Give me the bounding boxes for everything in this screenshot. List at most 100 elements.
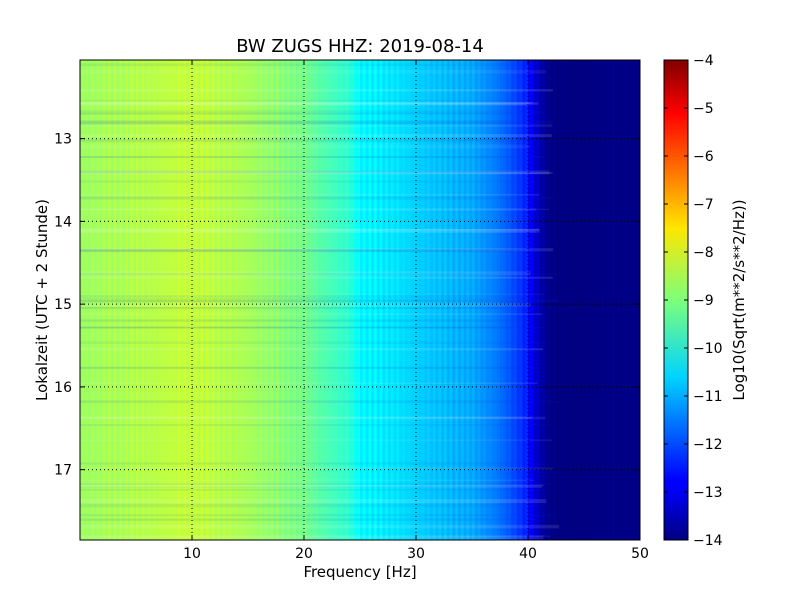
- spectrum-band: [217, 60, 221, 540]
- spectrum-band: [248, 60, 252, 540]
- spectrum-band: [379, 60, 383, 540]
- time-streak: [80, 247, 554, 252]
- spectrum-band: [108, 60, 112, 540]
- time-streak: [80, 156, 546, 158]
- spectrum-band: [581, 60, 585, 540]
- time-streak: [80, 172, 551, 175]
- x-tick-label: 30: [407, 546, 425, 562]
- spectrum-band: [444, 60, 448, 540]
- spectrum-band: [390, 60, 395, 540]
- spectrum-band: [96, 60, 101, 540]
- spectrum-band: [435, 60, 439, 540]
- spectrum-band: [609, 60, 613, 540]
- time-streak: [80, 196, 555, 200]
- spectrum-band: [592, 60, 596, 540]
- spectrum-band: [424, 60, 428, 540]
- spectrum-band: [175, 60, 179, 540]
- spectrum-band: [385, 60, 389, 540]
- spectrum-band: [152, 60, 157, 540]
- spectrum-band: [494, 60, 498, 540]
- spectrum-band: [598, 60, 602, 540]
- spectrum-band: [306, 60, 311, 540]
- time-streak: [80, 70, 546, 74]
- spectrum-band: [80, 60, 84, 540]
- spectrum-band: [278, 60, 283, 540]
- spectrogram-plot: [80, 60, 640, 540]
- spectrum-band: [259, 60, 263, 540]
- spectrum-band: [472, 60, 476, 540]
- time-streak: [80, 228, 540, 233]
- colorbar-tick-label: −13: [693, 485, 723, 501]
- spectrum-band: [634, 60, 638, 540]
- spectrum-band: [603, 60, 607, 540]
- time-streak: [80, 170, 550, 175]
- time-streak: [80, 101, 533, 104]
- grid-lines: [80, 60, 640, 540]
- time-streak: [80, 110, 542, 112]
- spectrum-band: [572, 60, 577, 540]
- time-streak: [80, 120, 555, 124]
- time-streak: [80, 208, 549, 210]
- spectrum-band: [567, 60, 571, 540]
- spectrum-band: [127, 60, 131, 540]
- spectrum-band: [438, 60, 442, 540]
- colorbar-tick-label: −6: [693, 149, 714, 165]
- colorbar-tick-label: −4: [693, 53, 714, 69]
- spectrum-band: [281, 60, 285, 540]
- spectrum-band: [161, 60, 165, 540]
- spectrum-band: [211, 60, 215, 540]
- time-streak: [80, 319, 530, 322]
- spectrum-band: [497, 60, 501, 540]
- time-streak: [80, 295, 547, 297]
- time-streak: [80, 170, 556, 172]
- time-streak: [80, 171, 553, 174]
- spectrum-band: [186, 60, 190, 540]
- spectrum-band: [553, 60, 557, 540]
- spectrum-band: [225, 60, 229, 540]
- time-streak: [80, 535, 551, 537]
- spectrum-band: [301, 60, 305, 540]
- spectrum-band: [267, 60, 271, 540]
- time-streak: [80, 416, 546, 420]
- spectrum-band: [368, 60, 372, 540]
- spectrum-band: [595, 60, 599, 540]
- time-streak: [80, 248, 551, 253]
- spectrum-band: [606, 60, 610, 540]
- spectrum-band: [620, 60, 624, 540]
- plot-frame: [79, 59, 641, 541]
- spectrum-band: [290, 60, 294, 540]
- spectrum-band: [544, 60, 549, 540]
- spectrum-band: [463, 60, 467, 540]
- spectrum-band: [150, 60, 154, 540]
- colorbar: −4 −5 −6 −7 −8 −9 −10 −11 −12 −13 −14 Log10(Sqrt(m…: [663, 53, 748, 549]
- spectrum-band: [500, 60, 504, 540]
- spectrum-band: [220, 60, 224, 540]
- spectrum-band: [295, 60, 299, 540]
- spectrum-band: [250, 60, 255, 540]
- spectrum-band: [262, 60, 266, 540]
- spectrum-band: [287, 60, 291, 540]
- spectrum-band: [206, 60, 210, 540]
- spectrum-band: [460, 60, 465, 540]
- spectrum-band: [491, 60, 495, 540]
- spectrum-band: [169, 60, 173, 540]
- time-streak: [80, 102, 539, 105]
- spectrum-band: [88, 60, 92, 540]
- colorbar-tick-label: −5: [693, 101, 714, 117]
- spectrum-band: [113, 60, 117, 540]
- spectrum-band: [407, 60, 411, 540]
- spectrum-band: [637, 60, 640, 540]
- spectrum-band: [561, 60, 565, 540]
- spectrum-band: [466, 60, 470, 540]
- spectrum-band: [189, 60, 193, 540]
- time-streak: [80, 276, 553, 279]
- time-streak: [80, 112, 545, 115]
- spectrum-band: [323, 60, 327, 540]
- spectrum-band: [486, 60, 490, 540]
- spectrum-band: [354, 60, 358, 540]
- spectrum-band: [488, 60, 493, 540]
- spectrum-band: [122, 60, 126, 540]
- spectrum-band: [374, 60, 378, 540]
- spectrum-band: [382, 60, 386, 540]
